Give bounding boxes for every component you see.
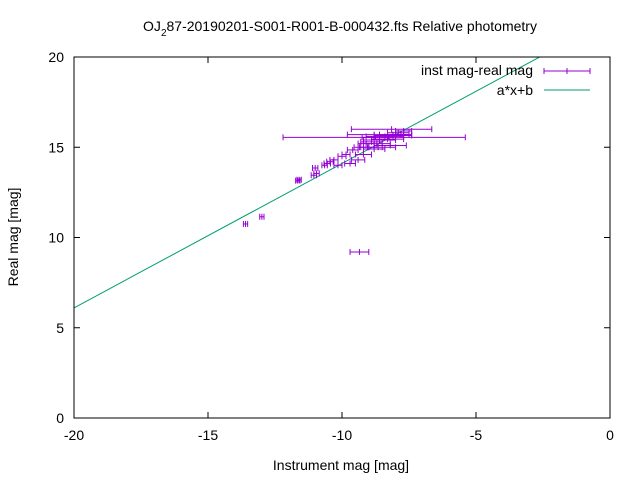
y-tick-label: 20: [48, 49, 64, 65]
x-tick-label: -5: [470, 427, 483, 443]
data-point: [259, 213, 265, 220]
data-point: [350, 156, 366, 163]
legend-label-points: inst mag-real mag: [421, 62, 533, 78]
data-points: [242, 126, 466, 255]
legend-label-fit: a*x+b: [497, 82, 533, 98]
data-point: [349, 248, 370, 255]
chart-title: OJ287-20190201-S001-R001-B-000432.fts Re…: [143, 18, 537, 39]
axis-ticks: [73, 56, 611, 419]
data-point: [242, 220, 249, 227]
x-axis-label: Instrument mag [mag]: [273, 457, 409, 473]
x-tick-label: -10: [332, 427, 352, 443]
title-subscript: 2: [161, 28, 167, 39]
x-tick-label: 0: [606, 427, 614, 443]
plot-border: [73, 56, 611, 419]
data-point: [346, 131, 402, 138]
title-prefix: OJ: [143, 18, 161, 34]
legend-marker-points: [543, 68, 591, 74]
svg-text:OJ287-20190201-S001-R001-B-000: OJ287-20190201-S001-R001-B-000432.fts Re…: [143, 18, 537, 39]
plot-area: [74, 57, 541, 309]
y-tick-label: 5: [56, 320, 64, 336]
data-point: [296, 176, 302, 183]
x-tick-label: -20: [64, 427, 84, 443]
y-tick-label: 0: [56, 410, 64, 426]
data-point: [373, 142, 407, 149]
data-point: [333, 162, 343, 169]
data-point: [362, 137, 397, 144]
y-tick-label: 15: [48, 139, 64, 155]
data-point: [354, 151, 372, 158]
data-point: [313, 170, 320, 177]
x-tick-label: -15: [198, 427, 218, 443]
data-point: [341, 151, 351, 158]
data-point: [344, 160, 356, 167]
tick-labels: -20 -15 -10 -5 0 0 5 10 15 20: [48, 49, 614, 443]
y-axis-label: Real mag [mag]: [5, 188, 21, 287]
data-point: [312, 165, 319, 172]
legend: inst mag-real mag a*x+b: [421, 62, 591, 98]
data-point: [350, 126, 433, 133]
data-point: [346, 146, 359, 153]
title-suffix: 87-20190201-S001-R001-B-000432.fts Relat…: [167, 18, 537, 34]
y-tick-label: 10: [48, 230, 64, 246]
